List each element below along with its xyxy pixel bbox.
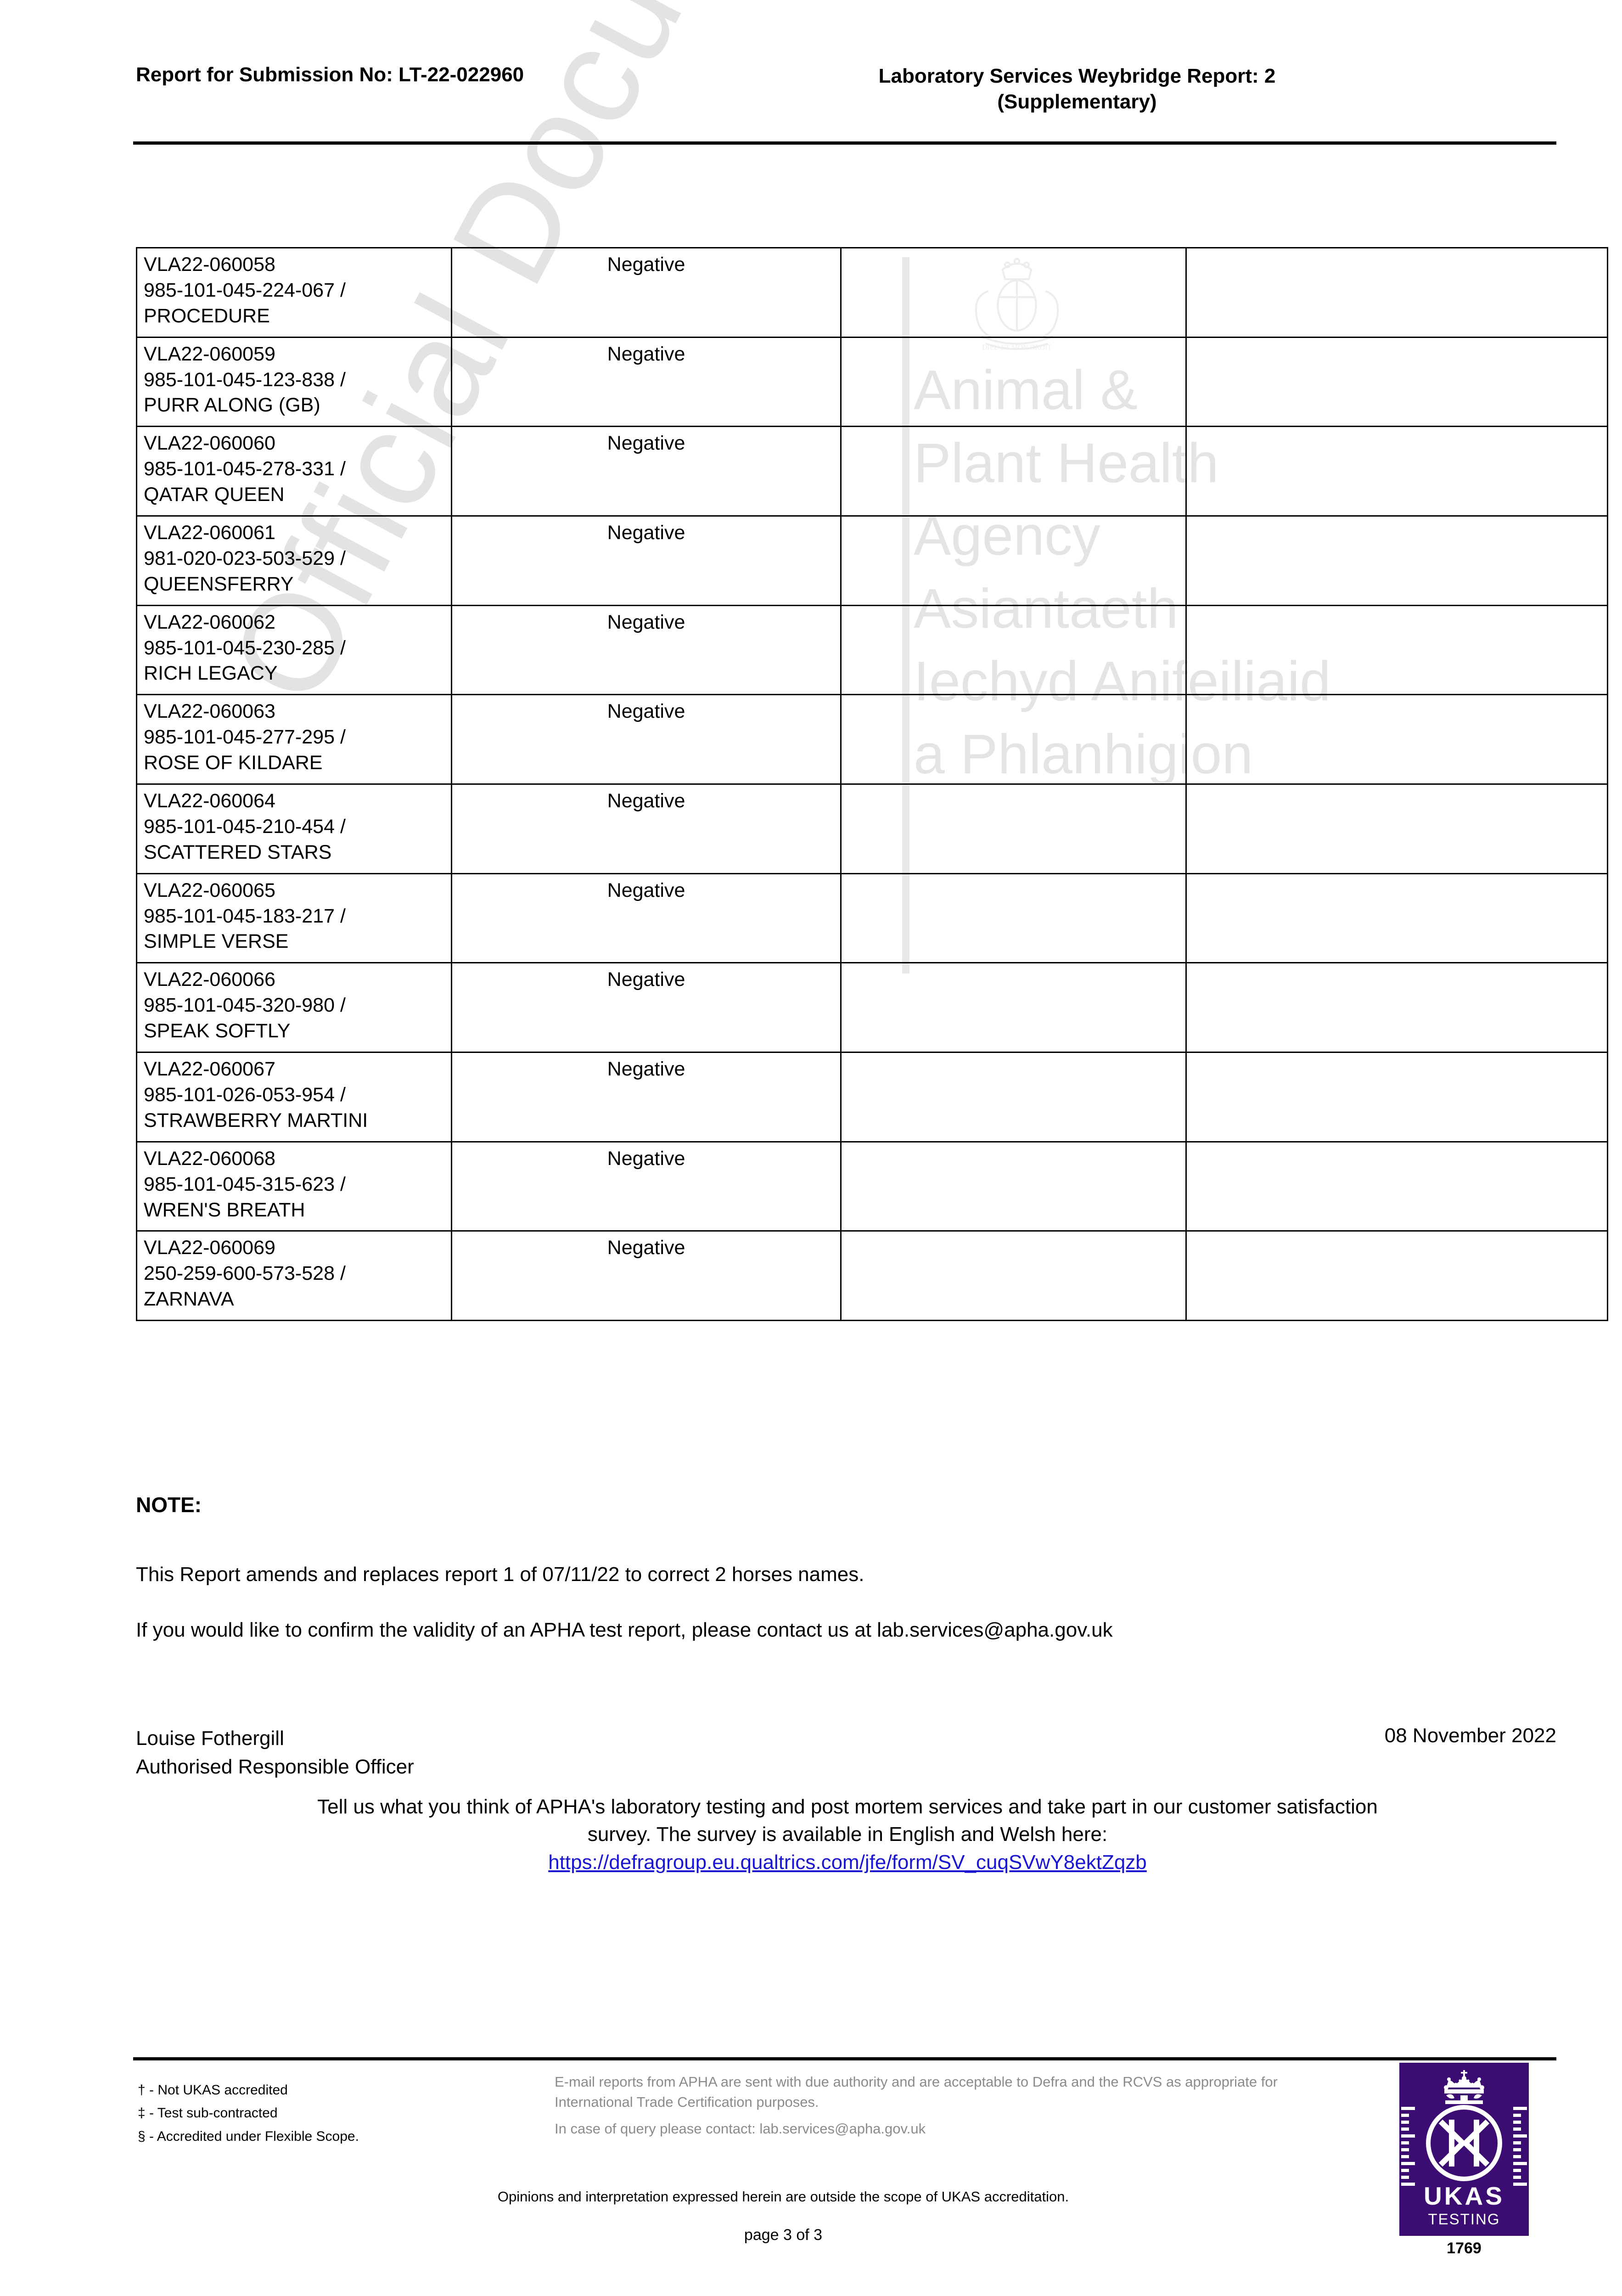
opinions-disclaimer: Opinions and interpretation expressed he…: [497, 2189, 1069, 2205]
sample-cell: VLA22-060068 985-101-045-315-623 /WREN'S …: [136, 1141, 452, 1232]
submission-title: Report for Submission No: LT-22-022960: [136, 63, 524, 86]
sample-cell: VLA22-060062 985-101-045-230-285 /RICH LE…: [136, 604, 452, 696]
column-four-cell: [1185, 872, 1608, 964]
table-row: VLA22-060067 985-101-026-053-954 /STRAWBE…: [136, 1052, 1608, 1142]
column-three-cell: [840, 872, 1187, 964]
sample-cell: VLA22-060060 985-101-045-278-331 /QATAR Q…: [136, 426, 452, 517]
sample-cell: VLA22-060067 985-101-026-053-954 /STRAWBE…: [136, 1052, 452, 1142]
footnote-subcontracted: ‡ - Test sub-contracted: [138, 2105, 278, 2121]
column-three-cell: [840, 783, 1187, 874]
survey-invitation: Tell us what you think of APHA's laborat…: [136, 1793, 1559, 1876]
page-number: page 3 of 3: [744, 2226, 823, 2244]
sample-cell: VLA22-060069 250-259-600-573-528 /ZARNAVA: [136, 1230, 452, 1322]
result-cell: Negative: [451, 872, 842, 964]
email-note-para1: E-mail reports from APHA are sent with d…: [555, 2074, 1278, 2110]
column-four-cell: [1185, 247, 1608, 338]
sample-cell: VLA22-060066 985-101-045-320-980 /SPEAK S…: [136, 962, 452, 1053]
table-row: VLA22-060069 250-259-600-573-528 /ZARNAVA…: [136, 1230, 1608, 1322]
table-row: VLA22-060064 985-101-045-210-454 /SCATTER…: [136, 783, 1608, 874]
header-divider: [133, 141, 1556, 145]
column-three-cell: [840, 247, 1187, 338]
footer-divider: [133, 2057, 1556, 2060]
report-title-line2: (Supplementary): [997, 90, 1157, 113]
note-amendment-text: This Report amends and replaces report 1…: [136, 1563, 864, 1586]
report-date: 08 November 2022: [1384, 1724, 1556, 1747]
table-row: VLA22-060058 985-101-045-224-067 /PROCEDU…: [136, 247, 1608, 338]
ukas-accreditation-number: 1769: [1447, 2240, 1482, 2257]
column-three-cell: [840, 426, 1187, 517]
signatory-role: Authorised Responsible Officer: [136, 1755, 414, 1778]
result-cell: Negative: [451, 426, 842, 517]
page-header: Report for Submission No: LT-22-022960 L…: [136, 55, 1559, 138]
ukas-tick-marks-left: [1401, 2107, 1415, 2189]
signature-block: Louise Fothergill Authorised Responsible…: [136, 1724, 414, 1781]
column-three-cell: [840, 515, 1187, 606]
accreditation-footnotes: † - Not UKAS accredited ‡ - Test sub-con…: [138, 2079, 359, 2148]
column-four-cell: [1185, 426, 1608, 517]
table-row: VLA22-060060 985-101-045-278-331 /QATAR Q…: [136, 426, 1608, 517]
result-cell: Negative: [451, 515, 842, 606]
footnote-not-accredited: † - Not UKAS accredited: [138, 2082, 288, 2098]
column-three-cell: [840, 962, 1187, 1053]
table-row: VLA22-060059 985-101-045-123-838 /PURR AL…: [136, 336, 1608, 428]
table-row: VLA22-060062 985-101-045-230-285 /RICH LE…: [136, 604, 1608, 696]
column-four-cell: [1185, 962, 1608, 1053]
column-three-cell: [840, 694, 1187, 785]
column-four-cell: [1185, 783, 1608, 874]
column-four-cell: [1185, 1052, 1608, 1142]
email-note-para2: In case of query please contact: lab.ser…: [555, 2121, 926, 2137]
column-three-cell: [840, 336, 1187, 428]
sample-cell: VLA22-060061 981-020-023-503-529 /QUEENSF…: [136, 515, 452, 606]
column-four-cell: [1185, 515, 1608, 606]
result-cell: Negative: [451, 694, 842, 785]
column-three-cell: [840, 1230, 1187, 1322]
column-four-cell: [1185, 1141, 1608, 1232]
ukas-tick-marks-right: [1513, 2107, 1527, 2189]
column-four-cell: [1185, 1230, 1608, 1322]
report-title-line1: Laboratory Services Weybridge Report: 2: [878, 65, 1276, 87]
sample-cell: VLA22-060058 985-101-045-224-067 /PROCEDU…: [136, 247, 452, 338]
ukas-testing-label: TESTING: [1428, 2211, 1500, 2228]
survey-link[interactable]: https://defragroup.eu.qualtrics.com/jfe/…: [548, 1851, 1147, 1874]
result-cell: Negative: [451, 962, 842, 1053]
column-four-cell: [1185, 694, 1608, 785]
sample-cell: VLA22-060064 985-101-045-210-454 /SCATTER…: [136, 783, 452, 874]
result-cell: Negative: [451, 1141, 842, 1232]
table-row: VLA22-060066 985-101-045-320-980 /SPEAK S…: [136, 962, 1608, 1053]
ukas-accreditation-logo: UKAS TESTING: [1399, 2063, 1529, 2236]
crown-icon: [1444, 2070, 1484, 2104]
result-cell: Negative: [451, 1052, 842, 1142]
signatory-name: Louise Fothergill: [136, 1727, 284, 1750]
column-three-cell: [840, 1052, 1187, 1142]
ukas-wordmark: UKAS: [1424, 2182, 1504, 2210]
sample-cell: VLA22-060065 985-101-045-183-217 /SIMPLE …: [136, 872, 452, 964]
survey-line1: Tell us what you think of APHA's laborat…: [317, 1795, 1378, 1818]
result-cell: Negative: [451, 336, 842, 428]
survey-line2: survey. The survey is available in Engli…: [587, 1823, 1108, 1846]
result-cell: Negative: [451, 604, 842, 696]
result-cell: Negative: [451, 1230, 842, 1322]
result-cell: Negative: [451, 247, 842, 338]
sample-cell: VLA22-060059 985-101-045-123-838 /PURR AL…: [136, 336, 452, 428]
ukas-crossed-arrows-icon: [1438, 2119, 1490, 2167]
email-authority-note: E-mail reports from APHA are sent with d…: [555, 2072, 1298, 2139]
report-title: Laboratory Services Weybridge Report: 2 …: [595, 63, 1559, 115]
table-row: VLA22-060061 981-020-023-503-529 /QUEENSF…: [136, 515, 1608, 606]
result-cell: Negative: [451, 783, 842, 874]
table-row: VLA22-060068 985-101-045-315-623 /WREN'S …: [136, 1141, 1608, 1232]
sample-cell: VLA22-060063 985-101-045-277-295 /ROSE OF…: [136, 694, 452, 785]
column-three-cell: [840, 1141, 1187, 1232]
table-row: VLA22-060065 985-101-045-183-217 /SIMPLE …: [136, 872, 1608, 964]
results-table-body: VLA22-060058 985-101-045-224-067 /PROCEDU…: [136, 247, 1608, 1322]
column-four-cell: [1185, 604, 1608, 696]
ukas-circle-icon: [1426, 2105, 1502, 2181]
note-heading: NOTE:: [136, 1493, 202, 1517]
note-validity-text: If you would like to confirm the validit…: [136, 1619, 1113, 1641]
column-three-cell: [840, 604, 1187, 696]
footnote-flexible-scope: § - Accredited under Flexible Scope.: [138, 2128, 359, 2144]
column-four-cell: [1185, 336, 1608, 428]
table-row: VLA22-060063 985-101-045-277-295 /ROSE OF…: [136, 694, 1608, 785]
results-table: VLA22-060058 985-101-045-224-067 /PROCEDU…: [136, 247, 1608, 1322]
